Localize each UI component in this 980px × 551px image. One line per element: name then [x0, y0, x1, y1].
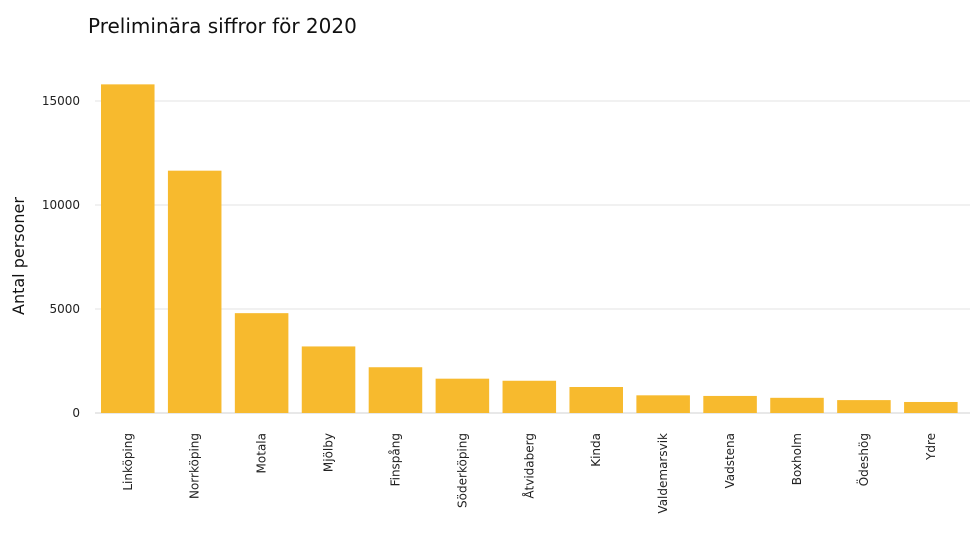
y-axis-ticks: 0 5000 10000 15000 — [42, 94, 80, 420]
bar — [101, 84, 155, 414]
x-tick-label: Motala — [255, 433, 269, 473]
x-tick-label: Finspång — [388, 433, 402, 486]
chart-title: Preliminära siffror för 2020 — [88, 14, 357, 38]
bar — [636, 395, 690, 413]
y-tick-label: 10000 — [42, 198, 80, 212]
x-axis-ticks: Linköping Norrköping Motala Mjölby Finspång S… — [121, 433, 938, 514]
y-tick-label: 15000 — [42, 94, 80, 108]
x-tick-label: Boxholm — [790, 433, 804, 485]
x-tick-label: Mjölby — [322, 433, 336, 472]
bar — [569, 387, 623, 413]
bars — [101, 84, 958, 414]
gridlines — [95, 100, 970, 414]
x-tick-label: Linköping — [121, 433, 135, 491]
x-tick-label: Kinda — [589, 433, 603, 467]
bar — [837, 400, 891, 413]
bar — [301, 346, 356, 413]
y-tick-label: 5000 — [49, 302, 80, 316]
x-tick-label: Ydre — [924, 433, 938, 461]
bar — [703, 395, 757, 413]
bar — [234, 313, 289, 413]
bar — [904, 401, 958, 413]
bar — [167, 170, 222, 413]
bar — [770, 397, 824, 413]
y-tick-label: 0 — [72, 406, 80, 420]
x-tick-label: Söderköping — [455, 433, 469, 508]
bar — [435, 378, 490, 413]
bar — [502, 380, 557, 413]
x-tick-label: Åtvidaberg — [521, 433, 536, 499]
y-axis-label: Antal personer — [9, 197, 28, 315]
x-tick-label: Valdemarsvik — [656, 433, 670, 514]
x-tick-label: Norrköping — [188, 433, 202, 499]
x-tick-label: Ödeshög — [855, 433, 871, 486]
x-tick-label: Vadstena — [723, 433, 737, 489]
bar — [368, 367, 423, 413]
